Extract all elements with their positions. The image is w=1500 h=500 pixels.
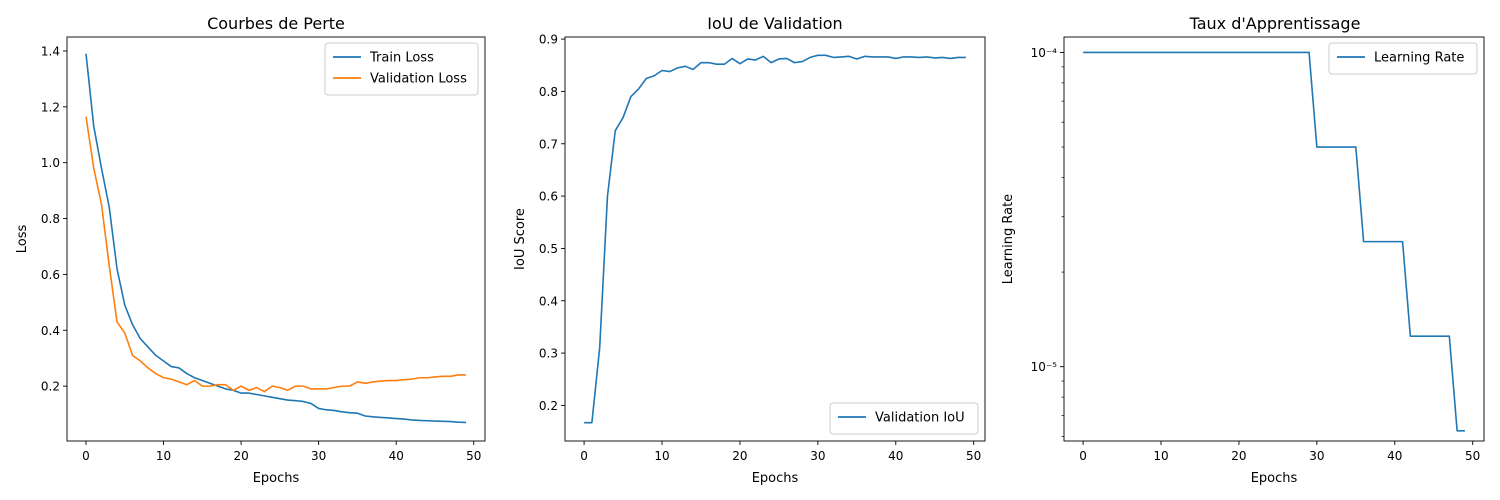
loss-y-tick-label: 1.0 bbox=[41, 156, 60, 170]
loss-y-tick-label: 0.4 bbox=[41, 324, 60, 338]
loss-x-axis-label: Epochs bbox=[253, 471, 300, 486]
iou-y-tick-label: 0.3 bbox=[539, 347, 558, 361]
iou-y-axis-label: IoU Score bbox=[513, 208, 528, 270]
lr-y-axis-label: Learning Rate bbox=[1001, 194, 1016, 284]
loss-legend-label-1: Train Loss bbox=[369, 51, 434, 66]
lr-x-tick-label: 0 bbox=[1079, 449, 1087, 463]
loss-legend: Train Loss Validation Loss bbox=[324, 42, 479, 96]
loss-x-tick-label: 40 bbox=[389, 449, 404, 463]
iou-x-tick-label: 0 bbox=[580, 449, 588, 463]
lr-x-axis-label: Epochs bbox=[1251, 471, 1298, 486]
loss-x-tick-label: 10 bbox=[156, 449, 171, 463]
lr-legend-box bbox=[1328, 42, 1478, 75]
lr-y-tick-label: 10⁻⁵ bbox=[1031, 360, 1058, 374]
lr-x-tick-label: 20 bbox=[1231, 449, 1246, 463]
lr-x-tick-label: 40 bbox=[1387, 449, 1402, 463]
loss-x-tick-label: 20 bbox=[233, 449, 248, 463]
lr-y-tick-label: 10⁻⁴ bbox=[1031, 46, 1058, 60]
iou-x-tick-label: 50 bbox=[966, 449, 981, 463]
iou-x-axis-label: Epochs bbox=[752, 471, 799, 486]
lr-x-tick-label: 50 bbox=[1465, 449, 1480, 463]
loss-panel: Courbes de Perte 0 10 20 30 40 50 0.2 0.4 0.6 0.8… bbox=[15, 14, 486, 486]
loss-y-tick-label: 1.4 bbox=[41, 44, 60, 58]
iou-y-tick-label: 0.4 bbox=[539, 294, 558, 308]
loss-x-tick-label: 30 bbox=[311, 449, 326, 463]
iou-x-tick-label: 40 bbox=[888, 449, 903, 463]
loss-y-tick-label: 0.2 bbox=[41, 380, 60, 394]
iou-legend-label-1: Validation IoU bbox=[875, 411, 965, 426]
lr-legend-label-1: Learning Rate bbox=[1374, 51, 1464, 66]
loss-y-axis-label: Loss bbox=[15, 225, 30, 254]
lr-x-tick-label: 10 bbox=[1153, 449, 1168, 463]
iou-legend: Validation IoU bbox=[829, 402, 979, 435]
loss-y-tick-label: 0.8 bbox=[41, 212, 60, 226]
loss-series-line-1 bbox=[85, 53, 467, 424]
iou-legend-box bbox=[829, 402, 979, 435]
loss-x-tick-label: 0 bbox=[82, 449, 90, 463]
lr-chart-title: Taux d'Apprentissage bbox=[1189, 14, 1361, 33]
loss-x-tick-label: 50 bbox=[466, 449, 481, 463]
iou-y-tick-label: 0.9 bbox=[539, 33, 558, 47]
iou-y-tick-label: 0.2 bbox=[539, 399, 558, 413]
iou-y-tick-label: 0.7 bbox=[539, 137, 558, 151]
lr-series-line-1 bbox=[1083, 51, 1465, 432]
lr-x-tick-label: 30 bbox=[1309, 449, 1324, 463]
loss-series-line-2 bbox=[85, 116, 466, 393]
iou-x-tick-label: 20 bbox=[732, 449, 747, 463]
lr-axes-frame bbox=[1063, 36, 1485, 442]
lr-panel: Taux d'Apprentissage 0 10 20 30 40 50 10⁻⁴ 10⁻⁵… bbox=[1001, 14, 1485, 486]
iou-chart-title: IoU de Validation bbox=[707, 14, 842, 33]
loss-axes-frame bbox=[66, 36, 486, 442]
iou-x-tick-label: 10 bbox=[654, 449, 669, 463]
iou-x-tick-label: 30 bbox=[810, 449, 825, 463]
lr-legend: Learning Rate bbox=[1328, 42, 1478, 75]
loss-y-tick-label: 0.6 bbox=[41, 268, 60, 282]
iou-y-tick-label: 0.8 bbox=[539, 85, 558, 99]
loss-y-tick-label: 1.2 bbox=[41, 100, 60, 114]
iou-axes-frame bbox=[564, 36, 986, 442]
iou-series-line-1 bbox=[584, 54, 966, 424]
loss-chart-title: Courbes de Perte bbox=[207, 14, 345, 33]
iou-y-tick-label: 0.6 bbox=[539, 190, 558, 204]
loss-legend-box bbox=[324, 42, 479, 96]
iou-panel: IoU de Validation 0 10 20 30 40 50 0.2 0.3 0.4 0.… bbox=[513, 14, 986, 486]
iou-y-tick-label: 0.5 bbox=[539, 242, 558, 256]
loss-legend-label-2: Validation Loss bbox=[370, 72, 467, 87]
